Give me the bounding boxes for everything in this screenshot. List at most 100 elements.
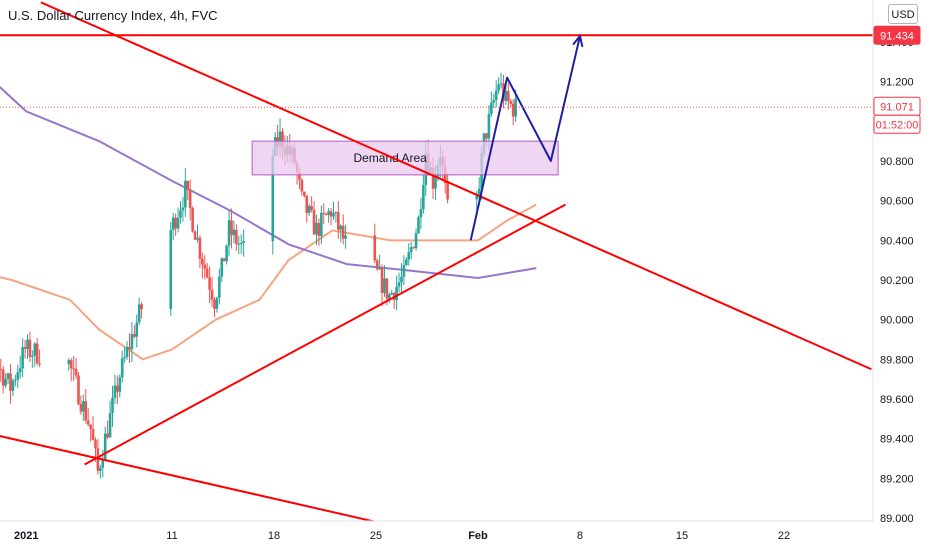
candle	[89, 424, 92, 442]
candle	[210, 276, 214, 307]
time-tick-label: 22	[778, 530, 790, 542]
trendlines[interactable]	[0, 1, 873, 522]
candle	[232, 220, 236, 244]
candle	[196, 224, 199, 243]
candle	[407, 243, 411, 266]
price-tick-label: 90.000	[880, 315, 914, 327]
candle	[203, 255, 207, 280]
candle	[222, 258, 226, 262]
time-tick-label: 25	[370, 530, 382, 542]
price-tick-label: 90.400	[880, 235, 914, 247]
candle	[181, 196, 185, 222]
candle	[84, 388, 88, 424]
price-tick-label: 89.800	[880, 354, 914, 366]
candle	[307, 203, 311, 216]
candle	[497, 77, 500, 95]
candle	[99, 464, 102, 479]
candle	[337, 201, 340, 239]
demand-area-box[interactable]	[251, 140, 559, 176]
candle	[305, 195, 309, 223]
candle	[507, 83, 510, 110]
candle	[103, 426, 107, 462]
candle	[116, 375, 119, 405]
candle	[16, 364, 20, 389]
candle	[239, 234, 243, 254]
currency-button[interactable]: USD	[888, 4, 918, 24]
candle	[400, 263, 403, 294]
candle	[312, 201, 316, 235]
candle	[86, 408, 90, 427]
candle	[322, 203, 326, 225]
candle	[208, 266, 211, 304]
demand-zone[interactable]: Demand Area	[251, 140, 559, 176]
candle	[72, 355, 75, 381]
candle	[230, 208, 233, 249]
price-tick-label: 91.200	[880, 77, 914, 89]
candle	[188, 179, 192, 221]
candle	[130, 321, 134, 363]
candle	[237, 235, 241, 254]
candle	[388, 292, 391, 304]
candle	[113, 374, 117, 404]
candle	[179, 201, 182, 224]
price-tick-label: 90.800	[880, 156, 914, 168]
candle	[315, 214, 318, 246]
plot-pane[interactable]: Demand Area	[0, 1, 873, 522]
candle	[120, 350, 124, 383]
demand-area-label: Demand Area	[353, 151, 427, 165]
candle	[38, 349, 41, 368]
time-tick-label: 2021	[14, 530, 38, 542]
price-tick-label: 90.600	[880, 196, 914, 208]
candle	[417, 215, 420, 234]
candle	[171, 212, 175, 241]
candle	[341, 214, 345, 245]
candle	[412, 246, 415, 250]
projection-path[interactable]	[469, 35, 581, 241]
resistance-price-badge: 91.434	[873, 25, 921, 45]
candle	[106, 420, 109, 440]
candle	[35, 337, 39, 366]
candle	[390, 289, 394, 296]
candle	[414, 228, 418, 251]
candle	[205, 262, 209, 279]
candle	[0, 358, 3, 383]
candle	[511, 99, 515, 126]
descending-trendline[interactable]	[40, 1, 872, 371]
candle	[383, 265, 386, 297]
candle	[380, 264, 384, 307]
candle	[334, 211, 338, 223]
candle	[235, 224, 238, 251]
lower-trendline[interactable]	[0, 429, 377, 522]
ascending-trendline[interactable]	[84, 203, 566, 466]
candle	[140, 302, 143, 319]
candle	[9, 364, 12, 404]
candle	[69, 358, 73, 382]
candle	[1, 366, 5, 394]
time-tick-label: 15	[676, 530, 688, 542]
candle	[213, 296, 216, 318]
svg-text:91.434: 91.434	[880, 30, 914, 42]
candle	[31, 350, 34, 368]
candle	[332, 201, 335, 220]
time-axis[interactable]: 2021 11 18 25 Feb 8 15 22	[14, 530, 790, 542]
last-price-badge: 91.071	[873, 96, 921, 116]
candle	[77, 371, 80, 406]
projection-arrowhead	[572, 33, 584, 48]
candle	[125, 341, 129, 360]
candle	[324, 212, 328, 216]
chart-title: U.S. Dollar Currency Index, 4h, FVC	[8, 8, 218, 23]
price-tick-label: 90.200	[880, 275, 914, 287]
candle	[191, 206, 194, 233]
candle	[111, 385, 114, 427]
candle	[494, 80, 498, 108]
candle	[21, 338, 24, 378]
candle	[242, 229, 245, 257]
projection[interactable]	[469, 33, 584, 241]
time-tick-label: Feb	[468, 530, 488, 542]
price-tick-label: 89.200	[880, 473, 914, 485]
candle	[33, 341, 37, 368]
candle	[405, 257, 408, 266]
